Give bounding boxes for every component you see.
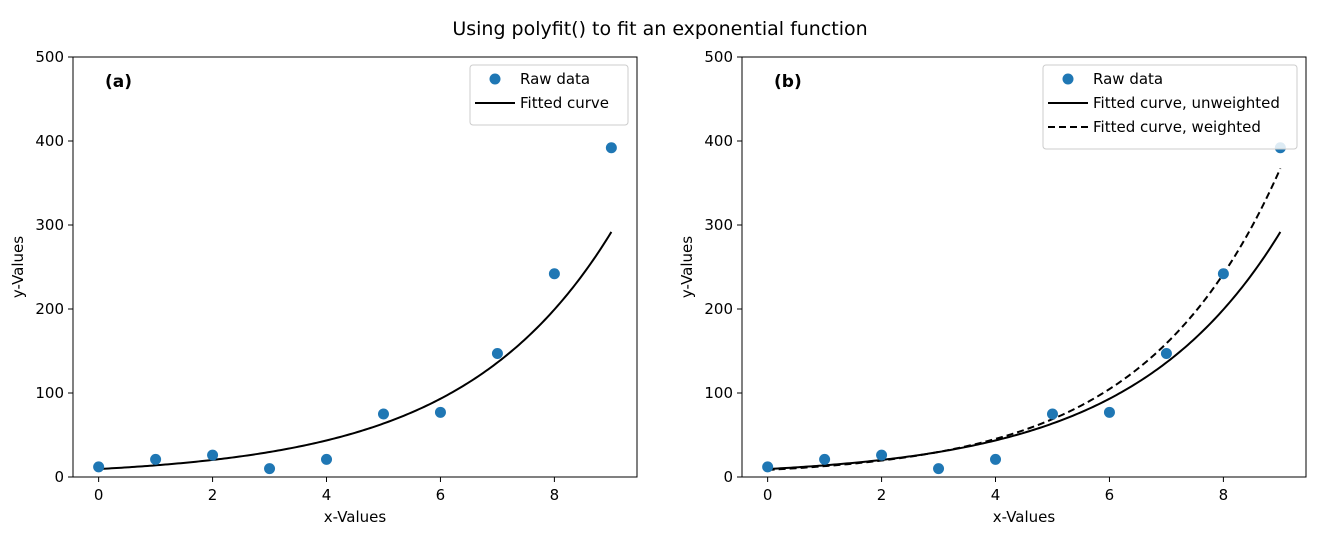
legend: Raw data Fitted curve, unweighted Fitted c… — [1042, 64, 1298, 150]
legend-marker — [489, 73, 501, 85]
figure-title: Using polyfit() to fit an exponential fu… — [452, 18, 867, 40]
x-tick-label: 2 — [877, 486, 887, 504]
legend-entry: Fitted curve — [520, 94, 609, 112]
y-tick-label: 400 — [35, 132, 64, 150]
data-point — [264, 463, 276, 475]
panel-b: 0 2 4 6 8 0 100 200 300 400 500 x-Values y-Values (b)… — [678, 48, 1307, 526]
legend-marker — [1062, 73, 1074, 85]
y-tick-label: 0 — [723, 468, 733, 486]
data-point — [1103, 406, 1115, 418]
data-point — [321, 453, 333, 465]
data-point — [605, 142, 617, 154]
x-axis-label: x-Values — [993, 508, 1056, 526]
legend-entry: Raw data — [1093, 70, 1163, 88]
data-point — [762, 461, 774, 473]
x-tick-label: 8 — [1219, 486, 1229, 504]
legend-box — [1042, 64, 1298, 150]
y-tick-label: 200 — [704, 300, 733, 318]
fitted-curve — [767, 231, 1282, 471]
x-tick-label: 4 — [991, 486, 1001, 504]
x-tick-label: 4 — [322, 486, 332, 504]
y-tick-label: 0 — [54, 468, 64, 486]
data-point — [1160, 348, 1172, 360]
data-point — [207, 449, 219, 461]
y-tick-label: 100 — [35, 384, 64, 402]
panel-a: 0 2 4 6 8 0 100 200 300 400 500 x-Values y-Values (a)… — [9, 48, 638, 526]
legend-entry: Fitted curve, weighted — [1093, 118, 1261, 136]
data-point — [933, 463, 945, 475]
x-tick-label: 8 — [550, 486, 560, 504]
panel-label: (b) — [774, 72, 802, 92]
y-tick-label: 200 — [35, 300, 64, 318]
x-tick-label: 6 — [436, 486, 446, 504]
y-tick-label: 100 — [704, 384, 733, 402]
y-axis-label: y-Values — [9, 236, 27, 298]
fitted-curve — [98, 231, 613, 471]
y-axis-label: y-Values — [678, 236, 696, 298]
x-axis-label: x-Values — [324, 508, 387, 526]
legend-box — [469, 64, 629, 126]
data-point — [990, 453, 1002, 465]
data-point — [434, 406, 446, 418]
panel-label: (a) — [105, 72, 132, 92]
fitted-curve-weighted — [767, 167, 1282, 471]
y-tick-label: 400 — [704, 132, 733, 150]
x-tick-label: 0 — [763, 486, 773, 504]
data-point — [1046, 408, 1058, 420]
plot-frame — [72, 56, 638, 478]
data-point — [1217, 268, 1229, 280]
data-point — [377, 408, 389, 420]
legend: Raw data Fitted curve — [469, 64, 629, 126]
data-point — [491, 348, 503, 360]
legend-entry: Fitted curve, unweighted — [1093, 94, 1280, 112]
legend-entry: Raw data — [520, 70, 590, 88]
data-point — [93, 461, 105, 473]
data-point — [548, 268, 560, 280]
x-tick-label: 2 — [208, 486, 218, 504]
y-tick-label: 500 — [704, 48, 733, 66]
x-tick-label: 6 — [1105, 486, 1115, 504]
data-point — [876, 449, 888, 461]
x-tick-label: 0 — [94, 486, 104, 504]
plot-frame — [741, 56, 1307, 478]
data-point — [819, 453, 831, 465]
y-tick-label: 300 — [35, 216, 64, 234]
y-tick-label: 500 — [35, 48, 64, 66]
data-point — [150, 453, 162, 465]
y-tick-label: 300 — [704, 216, 733, 234]
